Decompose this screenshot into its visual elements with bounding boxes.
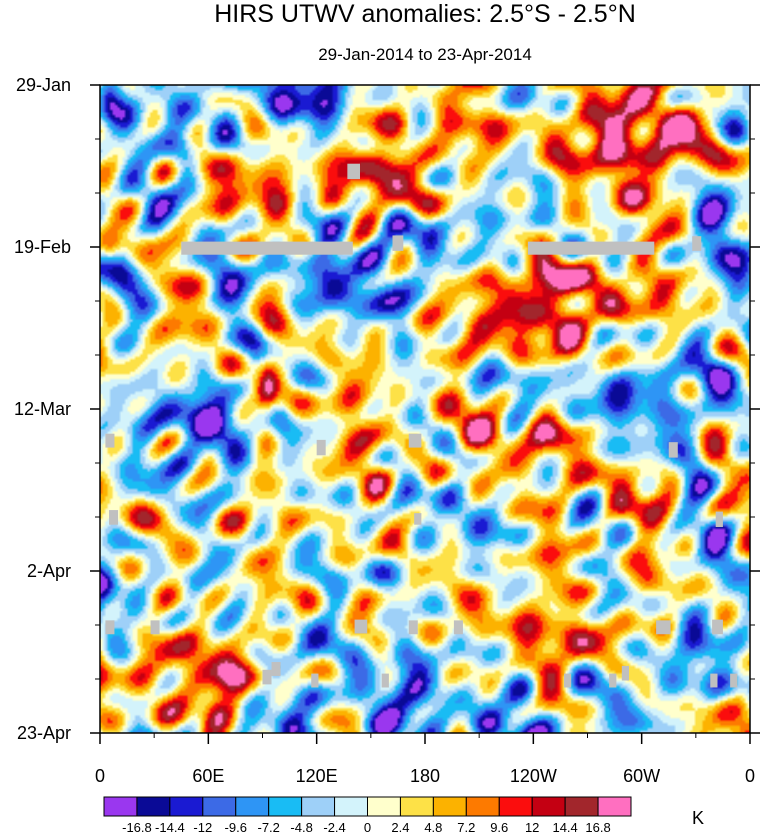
- colorbar-bin: [597, 796, 632, 817]
- chart-title: HIRS UTWV anomalies: 2.5°S - 2.5°N: [214, 0, 636, 28]
- colorbar-bin: [301, 796, 336, 817]
- colorbar-label: -16.8: [122, 820, 152, 834]
- missing-data-patch: [710, 673, 718, 688]
- missing-data-patch: [621, 665, 630, 681]
- missing-data-patch: [715, 511, 723, 528]
- missing-data-patch: [527, 241, 655, 255]
- missing-data-patch: [105, 620, 115, 635]
- x-tick-label: 60W: [623, 766, 660, 786]
- colorbar-bin: [268, 796, 303, 817]
- missing-data-patch: [181, 241, 353, 255]
- colorbar-label: 14.4: [552, 820, 577, 834]
- missing-data-patch: [609, 673, 617, 688]
- colorbar-bin: [334, 796, 368, 817]
- colorbar-label: 12: [525, 820, 539, 834]
- missing-data-patch: [381, 673, 389, 688]
- missing-data-patch: [408, 433, 422, 448]
- missing-data-patch: [408, 620, 418, 635]
- colorbar-label: 0: [364, 820, 371, 834]
- missing-data-layer: [105, 163, 738, 688]
- missing-data-patch: [692, 236, 702, 251]
- missing-data-patch: [354, 619, 368, 634]
- missing-data-patch: [453, 620, 463, 635]
- y-tick-label: 23-Apr: [17, 723, 71, 743]
- colorbar-bin: [564, 796, 599, 817]
- x-axis: 0 60E 120E 180 120W 60W 0: [95, 733, 755, 786]
- colorbar-label: -4.8: [290, 820, 312, 834]
- colorbar-label: 2.4: [391, 820, 409, 834]
- colorbar-bin: [399, 796, 434, 817]
- colorbar: -16.8 -14.4 -12 -9.6 -7.2 -4.8 -2.4 0 2.4 4.8 7.2 9…: [103, 796, 632, 834]
- colorbar-units: K: [692, 808, 704, 828]
- colorbar-bin: [367, 796, 401, 817]
- colorbar-label: 9.6: [490, 820, 508, 834]
- colorbar-bin: [235, 796, 270, 817]
- x-tick-label: 60E: [192, 766, 224, 786]
- chart-subtitle: 29-Jan-2014 to 23-Apr-2014: [318, 45, 532, 64]
- colorbar-bin: [498, 796, 533, 817]
- colorbar-label: 7.2: [457, 820, 475, 834]
- colorbar-label: -2.4: [323, 820, 345, 834]
- y-tick-label: 12-Mar: [14, 399, 71, 419]
- missing-data-patch: [109, 510, 119, 525]
- x-tick-label: 180: [410, 766, 440, 786]
- x-tick-label: 120E: [296, 766, 338, 786]
- missing-data-patch: [656, 620, 671, 635]
- missing-data-patch: [414, 513, 422, 525]
- missing-data-patch: [316, 439, 326, 456]
- x-tick-label: 0: [745, 766, 755, 786]
- colorbar-label: 4.8: [424, 820, 442, 834]
- colorbar-label: -7.2: [257, 820, 279, 834]
- colorbar-bin: [531, 796, 566, 817]
- y-tick-label: 19-Feb: [14, 237, 71, 257]
- colorbar-label: -14.4: [155, 820, 185, 834]
- colorbar-bin: [202, 796, 237, 817]
- missing-data-patch: [311, 673, 319, 688]
- colorbar-bin: [103, 796, 138, 817]
- x-tick-label: 0: [95, 766, 105, 786]
- missing-data-patch: [271, 662, 281, 676]
- colorbar-bin: [136, 796, 171, 817]
- colorbar-label: -9.6: [225, 820, 247, 834]
- colorbar-bin: [432, 796, 467, 817]
- missing-data-patch: [712, 619, 723, 635]
- missing-data-patch: [392, 235, 404, 251]
- missing-data-patch: [730, 673, 738, 688]
- colorbar-label: -12: [193, 820, 212, 834]
- colorbar-label: 16.8: [585, 820, 610, 834]
- y-tick-label: 29-Jan: [16, 75, 71, 95]
- colorbar-bin: [169, 796, 204, 817]
- y-axis: 29-Jan 19-Feb 12-Mar 2-Apr 23-Apr: [14, 75, 760, 743]
- colorbar-bin: [465, 796, 500, 817]
- missing-data-patch: [347, 163, 360, 180]
- missing-data-patch: [564, 673, 572, 688]
- missing-data-patch: [668, 442, 678, 458]
- missing-data-patch: [105, 433, 115, 448]
- missing-data-patch: [150, 620, 160, 635]
- missing-data-patch: [262, 669, 272, 685]
- y-tick-label: 2-Apr: [27, 561, 71, 581]
- x-tick-label: 120W: [510, 766, 557, 786]
- plot-area: [99, 84, 751, 734]
- anomaly-field: [100, 85, 750, 733]
